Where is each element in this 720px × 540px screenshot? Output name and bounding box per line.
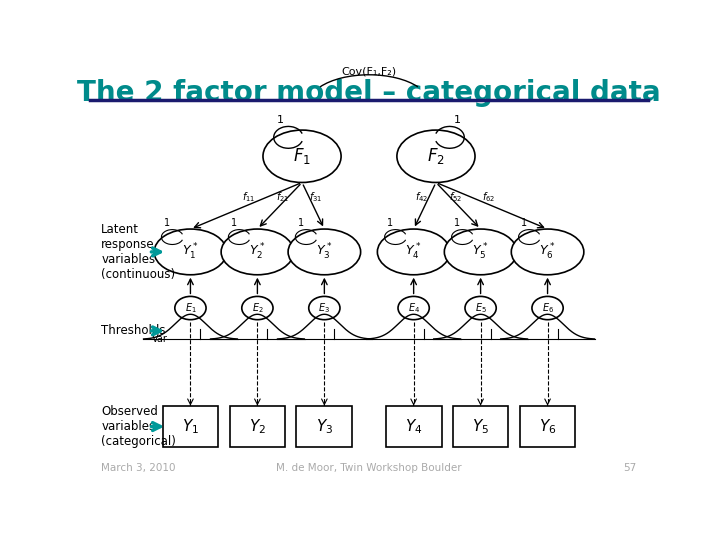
- Circle shape: [309, 296, 340, 320]
- Text: $E_6$: $E_6$: [541, 301, 554, 315]
- Text: $Y_1$: $Y_1$: [182, 417, 199, 436]
- Ellipse shape: [397, 130, 475, 183]
- Text: $E_1$: $E_1$: [184, 301, 197, 315]
- Text: 1: 1: [231, 218, 237, 228]
- Ellipse shape: [263, 130, 341, 183]
- Text: 1: 1: [298, 218, 304, 228]
- Text: $F_2$: $F_2$: [427, 146, 445, 166]
- Text: 1: 1: [454, 218, 460, 228]
- Text: $Y_6$: $Y_6$: [539, 417, 557, 436]
- Ellipse shape: [444, 229, 517, 275]
- Ellipse shape: [221, 229, 294, 275]
- Bar: [163, 406, 218, 447]
- Text: Cov(F₁,F₂): Cov(F₁,F₂): [341, 67, 397, 77]
- Text: $f_{31}$: $f_{31}$: [310, 190, 323, 204]
- Text: The 2 factor model – categorical data: The 2 factor model – categorical data: [77, 79, 661, 107]
- Text: $E_5$: $E_5$: [474, 301, 487, 315]
- Ellipse shape: [154, 229, 227, 275]
- Text: $f_{42}$: $f_{42}$: [415, 190, 428, 204]
- Text: Var: Var: [152, 334, 168, 343]
- Text: $Y_5$: $Y_5$: [472, 417, 489, 436]
- Text: $Y^*_4$: $Y^*_4$: [405, 242, 422, 262]
- Bar: [230, 406, 285, 447]
- Text: 57: 57: [624, 463, 637, 473]
- Text: $Y^*_1$: $Y^*_1$: [182, 242, 199, 262]
- Text: $Y^*_3$: $Y^*_3$: [316, 242, 333, 262]
- Circle shape: [398, 296, 429, 320]
- Text: $Y_2$: $Y_2$: [249, 417, 266, 436]
- Bar: [520, 406, 575, 447]
- Text: $E_2$: $E_2$: [251, 301, 264, 315]
- Text: $f_{62}$: $f_{62}$: [482, 190, 495, 204]
- Text: 1: 1: [521, 218, 527, 228]
- Text: $Y^*_2$: $Y^*_2$: [249, 242, 266, 262]
- Text: Latent
response
variables
(continuous): Latent response variables (continuous): [101, 223, 175, 281]
- Bar: [297, 406, 352, 447]
- Text: $Y^*_6$: $Y^*_6$: [539, 242, 556, 262]
- Ellipse shape: [511, 229, 584, 275]
- Circle shape: [242, 296, 273, 320]
- Text: $f_{11}$: $f_{11}$: [243, 190, 256, 204]
- Text: $Y_3$: $Y_3$: [316, 417, 333, 436]
- Circle shape: [532, 296, 563, 320]
- Text: $F_1$: $F_1$: [293, 146, 311, 166]
- Text: $Y_4$: $Y_4$: [405, 417, 423, 436]
- Text: March 3, 2010: March 3, 2010: [101, 463, 176, 473]
- Bar: [386, 406, 441, 447]
- Text: $Y^*_5$: $Y^*_5$: [472, 242, 489, 262]
- Text: 1: 1: [164, 218, 170, 228]
- Text: Thresholds: Thresholds: [101, 325, 166, 338]
- Text: $f_{52}$: $f_{52}$: [449, 190, 462, 204]
- Text: $f_{21}$: $f_{21}$: [276, 190, 289, 204]
- Text: $E_3$: $E_3$: [318, 301, 330, 315]
- Text: M. de Moor, Twin Workshop Boulder: M. de Moor, Twin Workshop Boulder: [276, 463, 462, 473]
- Text: 1: 1: [387, 218, 393, 228]
- Text: $E_4$: $E_4$: [408, 301, 420, 315]
- Bar: [453, 406, 508, 447]
- Circle shape: [465, 296, 496, 320]
- Circle shape: [175, 296, 206, 320]
- Ellipse shape: [288, 229, 361, 275]
- Text: 1: 1: [454, 115, 461, 125]
- Text: 1: 1: [277, 115, 284, 125]
- Ellipse shape: [377, 229, 450, 275]
- Text: Observed
variables
(categorical): Observed variables (categorical): [101, 405, 176, 448]
